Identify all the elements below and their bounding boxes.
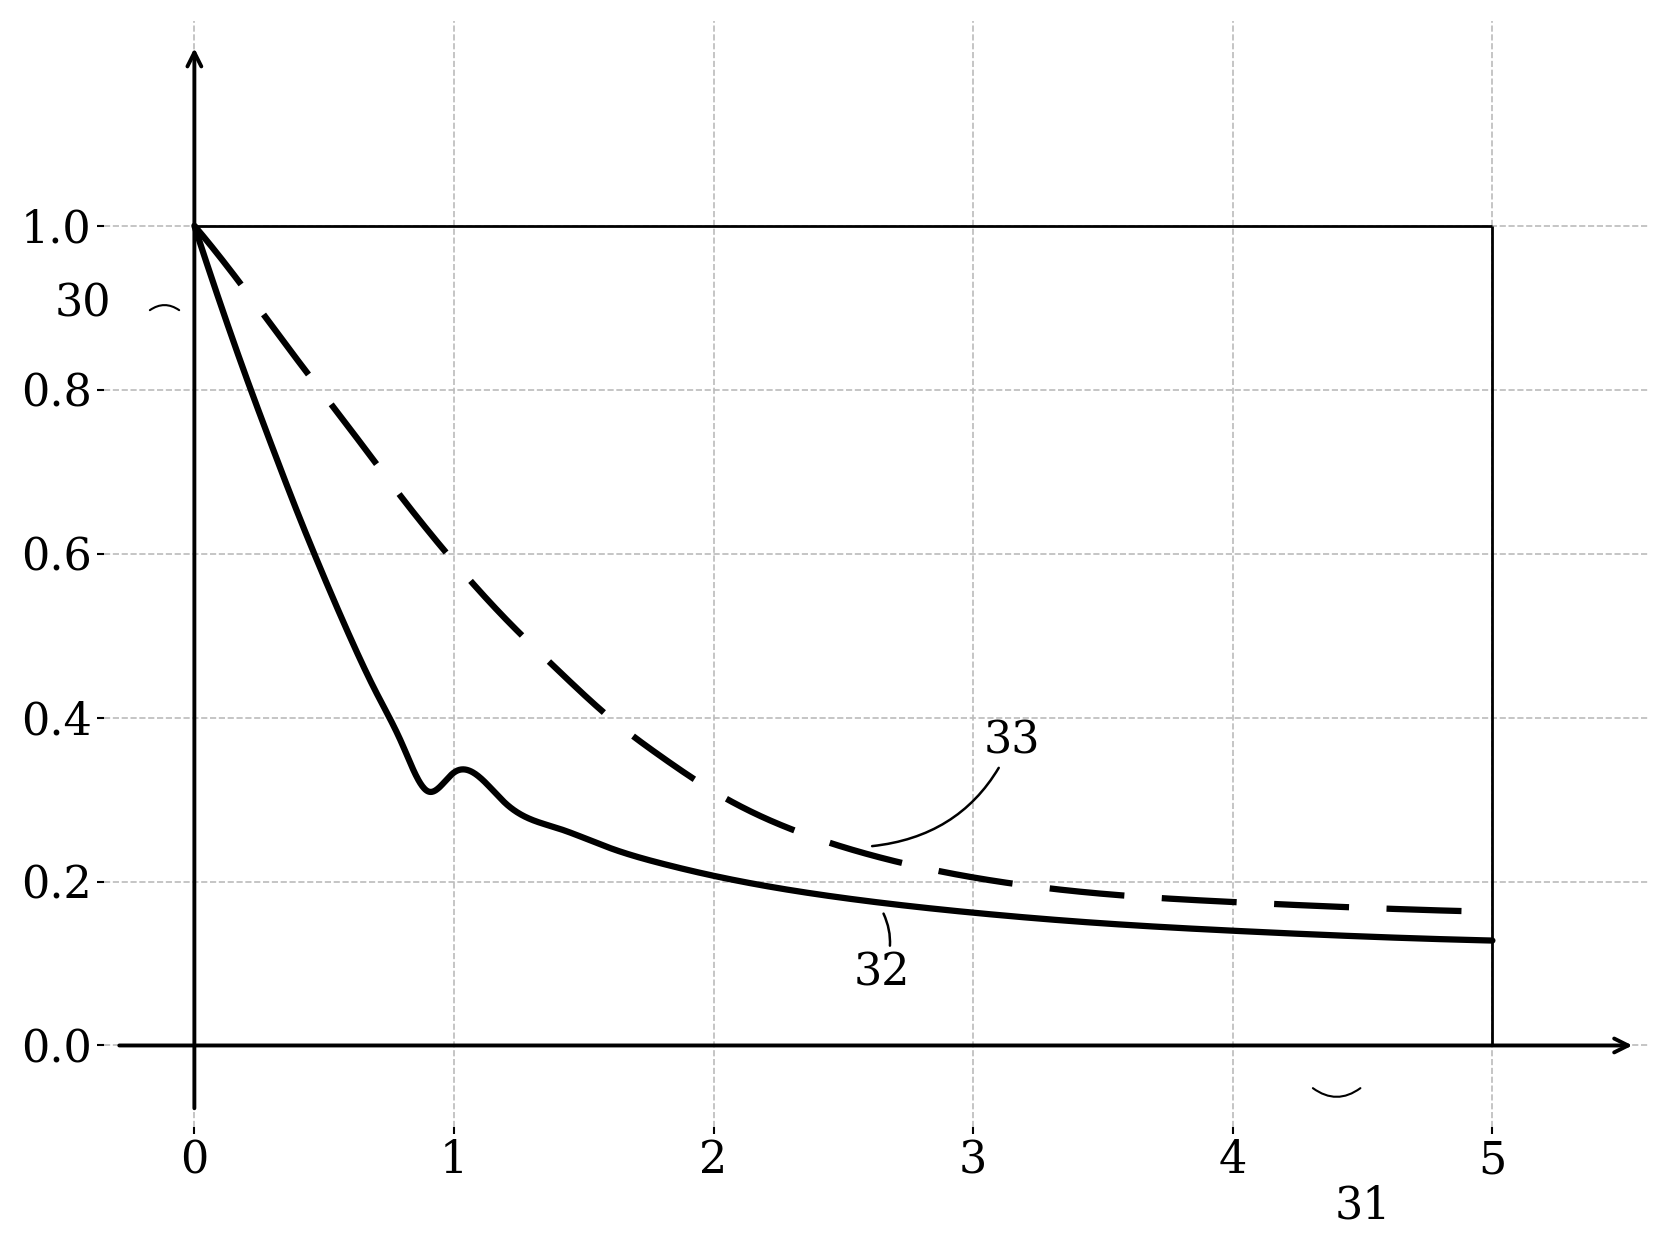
Text: 30: 30	[55, 282, 112, 325]
Text: 32: 32	[855, 913, 911, 994]
Text: 31: 31	[1334, 1185, 1390, 1229]
Text: 33: 33	[873, 720, 1040, 846]
